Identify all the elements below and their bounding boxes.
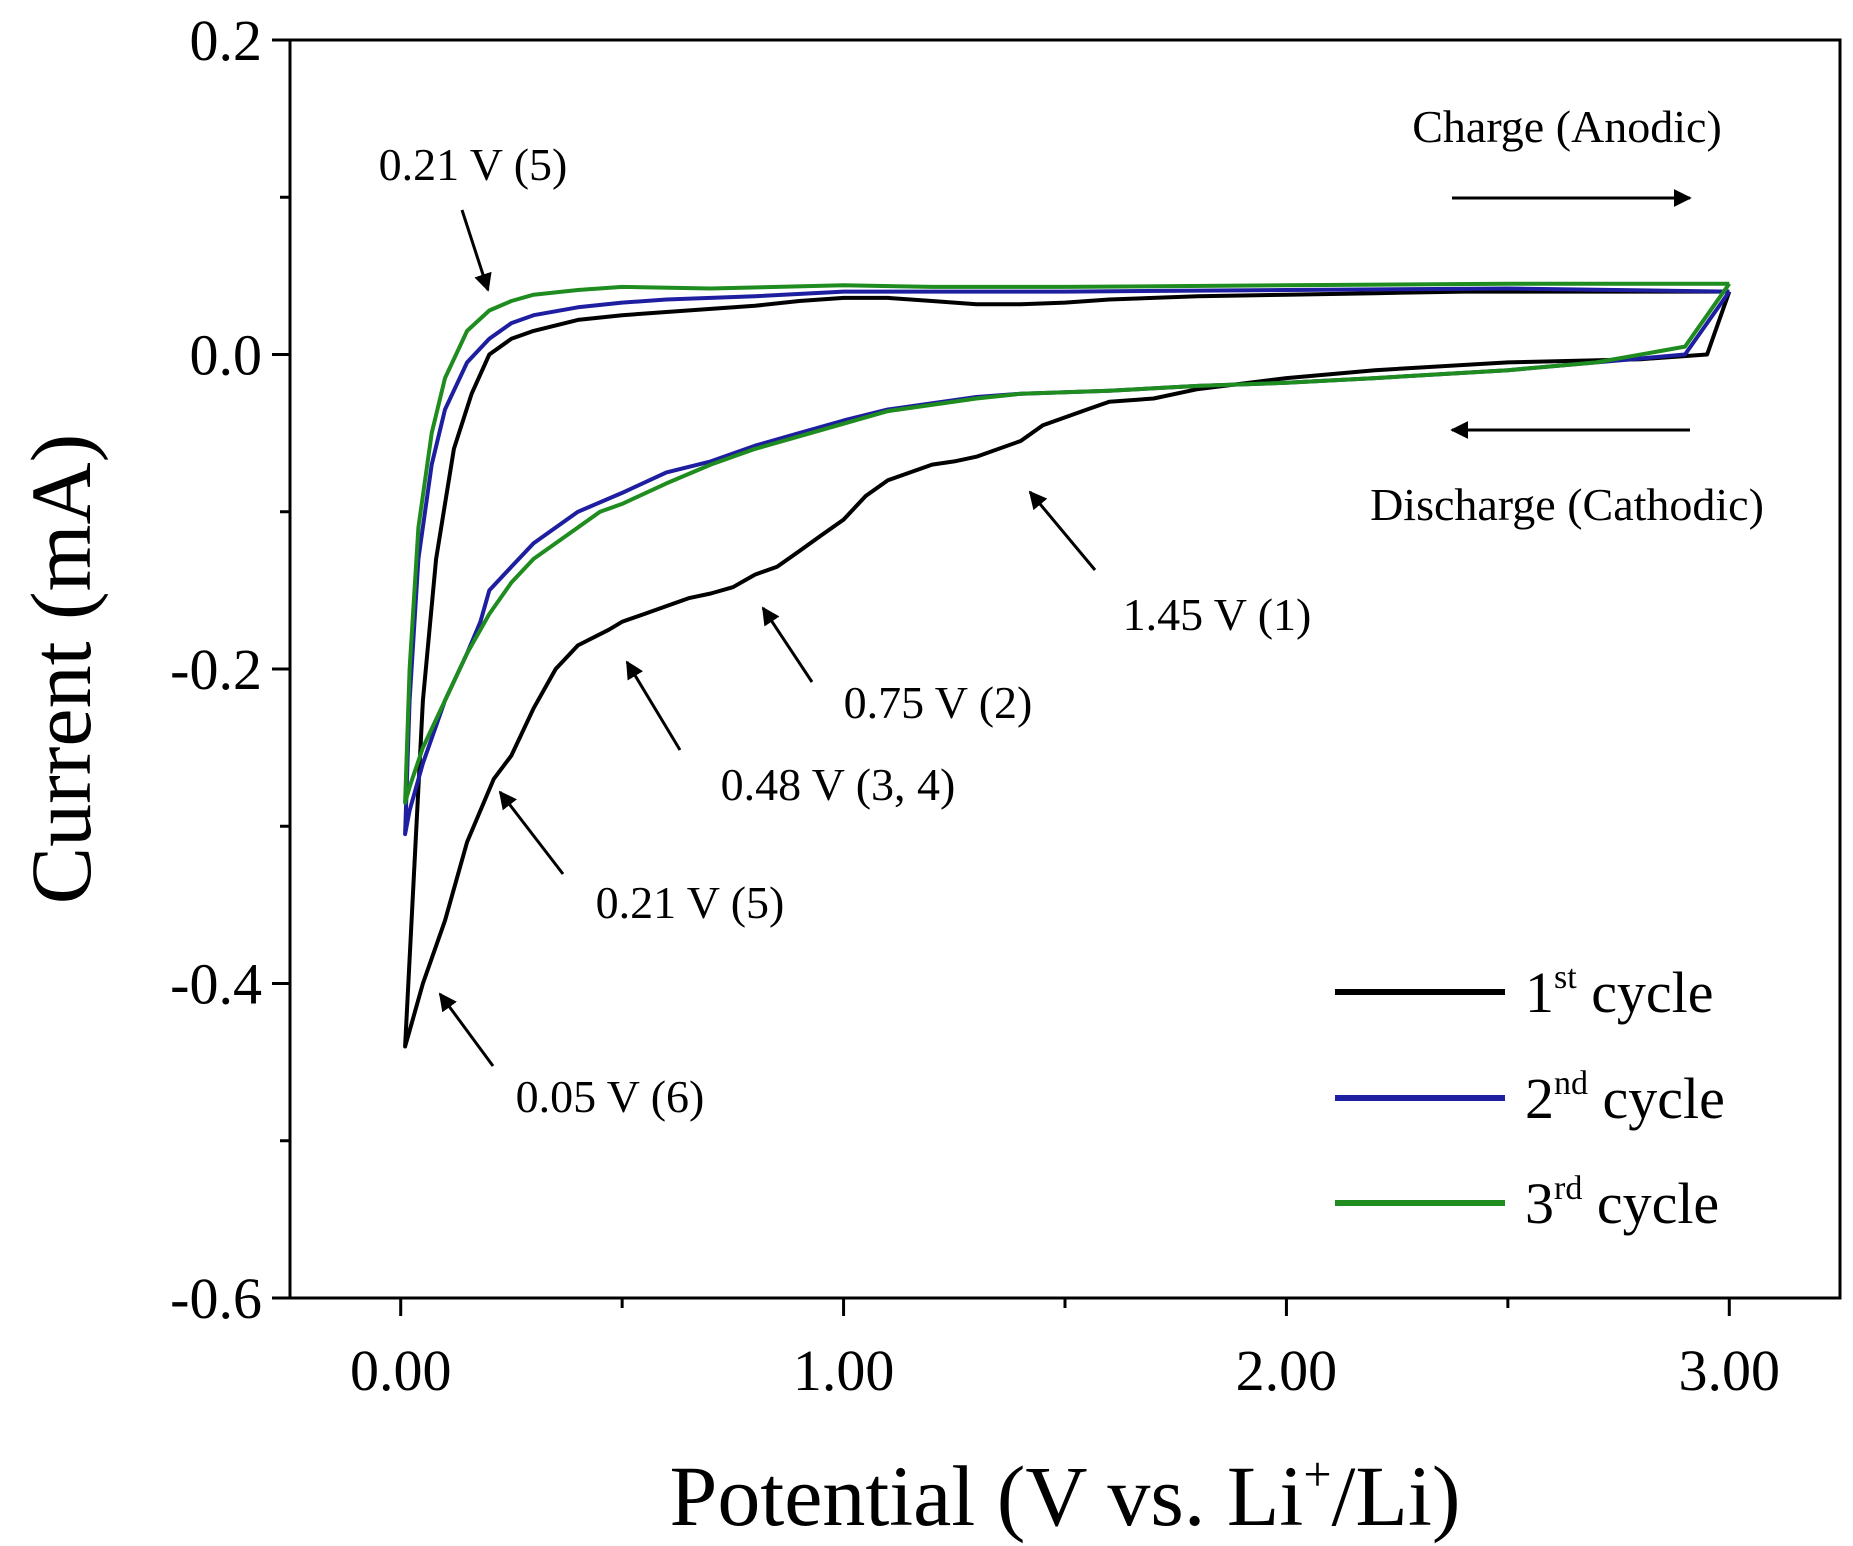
annotation-0-05v: 0.05 V (6) bbox=[516, 1071, 705, 1122]
series-lines bbox=[403, 281, 1732, 1049]
x-axis-title: Potential (V vs. Li+/Li) bbox=[669, 1446, 1460, 1544]
annotation-discharge: Discharge (Cathodic) bbox=[1370, 479, 1764, 530]
arrow-0-21v-cathodic bbox=[498, 790, 565, 875]
axis-ticks: 0.00 1.00 2.00 3.00 0.2 0.0 -0.2 -0.4 -0.6 bbox=[170, 8, 1780, 1403]
x-tick-label-2: 2.00 bbox=[1236, 1338, 1338, 1403]
arrow-1-45v bbox=[1028, 490, 1097, 571]
annotation-charge: Charge (Anodic) bbox=[1412, 101, 1722, 152]
legend-label-1st: 1st cycle bbox=[1525, 959, 1714, 1025]
legend-label-3rd: 3rd cycle bbox=[1525, 1170, 1719, 1236]
series-line-1 bbox=[403, 289, 1732, 1049]
y-tick-label-1: 0.0 bbox=[190, 323, 263, 388]
y-axis-title: Current (mA) bbox=[13, 434, 109, 904]
arrow-0-48v bbox=[625, 660, 682, 751]
annotation-1-45v: 1.45 V (1) bbox=[1123, 589, 1312, 640]
annotation-0-21v-anodic: 0.21 V (5) bbox=[379, 139, 568, 190]
x-tick-label-3: 3.00 bbox=[1679, 1338, 1781, 1403]
y-tick-label-4: -0.6 bbox=[170, 1266, 262, 1331]
y-tick-label-0: 0.2 bbox=[190, 8, 263, 73]
series-line-3 bbox=[403, 281, 1731, 805]
arrow-0-05v bbox=[438, 992, 495, 1067]
legend-label-2nd: 2nd cycle bbox=[1525, 1065, 1725, 1131]
y-tick-label-3: -0.4 bbox=[170, 952, 262, 1017]
annotation-0-75v: 0.75 V (2) bbox=[844, 677, 1033, 728]
arrow-0-75v bbox=[761, 606, 814, 683]
x-tick-label-1: 1.00 bbox=[793, 1338, 895, 1403]
legend: 1st cycle 2nd cycle 3rd cycle bbox=[1335, 959, 1725, 1236]
arrow-0-21v-anodic bbox=[460, 209, 492, 292]
series-line-2 bbox=[403, 286, 1731, 837]
y-tick-label-2: -0.2 bbox=[170, 637, 262, 702]
x-tick-label-0: 0.00 bbox=[350, 1338, 452, 1403]
annotation-0-48v: 0.48 V (3, 4) bbox=[721, 759, 956, 810]
annotation-0-21v-cathodic: 0.21 V (5) bbox=[596, 877, 785, 928]
